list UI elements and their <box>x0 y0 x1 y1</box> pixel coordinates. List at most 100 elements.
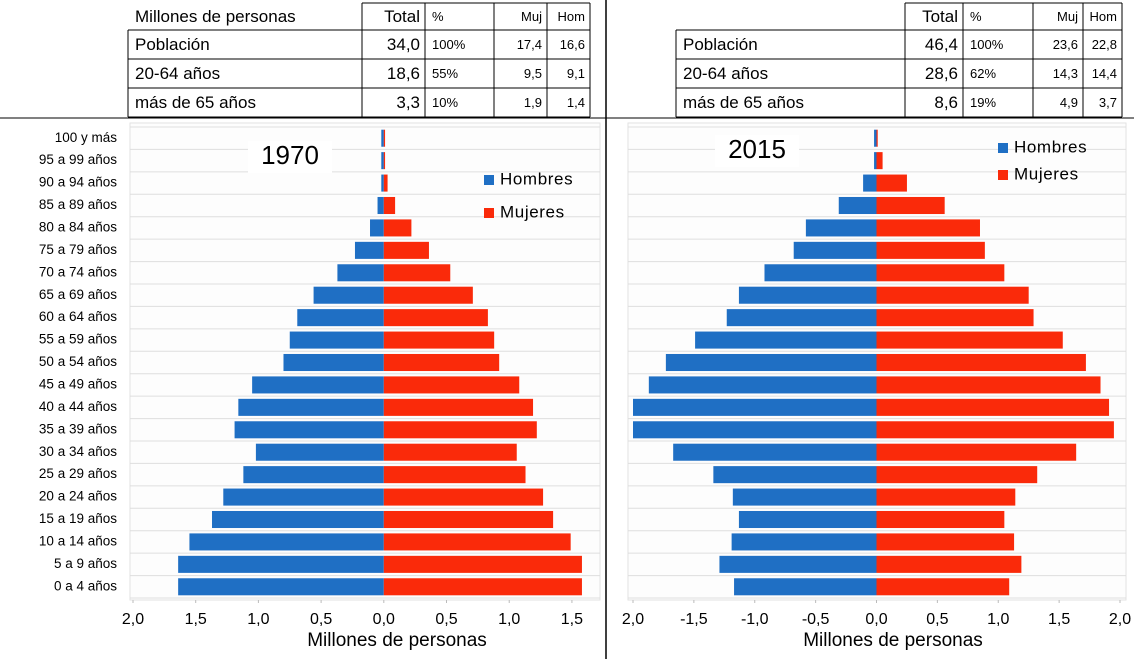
legend-swatch <box>998 170 1008 180</box>
bar <box>297 309 384 327</box>
bar <box>252 376 384 394</box>
y-tick-label: 10 a 14 años <box>39 533 117 548</box>
legend-swatch <box>484 208 494 218</box>
chart-title: 2015 <box>728 134 786 164</box>
y-tick-label: 65 a 69 años <box>39 287 117 302</box>
table-header: % <box>432 9 444 24</box>
bar <box>738 286 877 304</box>
bar <box>337 264 384 282</box>
table-cell: 34,0 <box>387 35 420 54</box>
table-cell: 18,6 <box>387 64 420 83</box>
table-cell: 1,4 <box>567 95 585 110</box>
table-cell: 14,3 <box>1053 66 1078 81</box>
bar <box>383 421 537 439</box>
bar <box>876 152 883 170</box>
bar <box>876 421 1114 439</box>
table-cell: Población <box>135 35 210 54</box>
bar <box>383 533 571 551</box>
bar <box>876 578 1010 596</box>
bar <box>876 331 1063 349</box>
bar <box>876 219 980 237</box>
table-cell: Población <box>683 35 758 54</box>
bar <box>383 510 554 529</box>
x-tick-label: 1,0 <box>247 611 269 628</box>
x-tick-label: 1,5 <box>185 611 207 628</box>
x-tick-label: 1,5 <box>1048 611 1070 628</box>
bar <box>838 196 877 215</box>
table-cell: 3,7 <box>1099 95 1117 110</box>
bar <box>648 376 877 394</box>
bar <box>383 443 517 461</box>
bar <box>633 421 877 439</box>
bar <box>383 286 473 304</box>
table-header: Total <box>922 7 958 26</box>
table-header: Muj <box>1057 9 1078 24</box>
table-cell: 100% <box>970 37 1004 52</box>
bar <box>876 376 1101 394</box>
x-tick-label: 1,0 <box>987 611 1009 628</box>
x-tick-label: 0,5 <box>310 611 332 628</box>
bar <box>383 174 388 192</box>
y-tick-label: 80 a 84 años <box>39 219 117 234</box>
y-tick-label: 100 y más <box>55 130 118 145</box>
bar <box>383 376 520 394</box>
y-tick-label: 55 a 59 años <box>39 332 117 347</box>
title-box <box>715 135 799 167</box>
bar <box>223 488 384 506</box>
bar <box>713 466 877 484</box>
bar <box>876 264 1005 282</box>
y-tick-label: 85 a 89 años <box>39 197 117 212</box>
bar <box>255 443 384 461</box>
title-box <box>248 141 332 173</box>
bar <box>732 488 877 506</box>
bar <box>383 488 544 506</box>
table-cell: 9,5 <box>524 66 542 81</box>
bar <box>313 286 384 304</box>
table-cell: 62% <box>970 66 996 81</box>
legend-swatch <box>998 143 1008 153</box>
bar <box>189 533 384 551</box>
legend-label: Mujeres <box>1014 164 1079 183</box>
x-tick-label: 2,0 <box>1109 611 1131 628</box>
bar <box>377 196 384 215</box>
y-tick-label: 25 a 29 años <box>39 466 117 481</box>
table-cell: 20-64 años <box>683 64 768 83</box>
x-tick-label: 1,0 <box>498 611 520 628</box>
bar <box>695 331 877 349</box>
bar <box>876 398 1110 416</box>
legend-swatch <box>484 175 494 185</box>
y-tick-label: 5 a 9 años <box>54 556 117 571</box>
x-tick-label: 2,0 <box>622 611 644 628</box>
y-tick-label: 70 a 74 años <box>39 264 117 279</box>
bar <box>876 241 985 259</box>
table-cell: 9,1 <box>567 66 585 81</box>
x-tick-label: -0,5 <box>802 611 830 628</box>
bar <box>383 264 451 282</box>
table-header: Hom <box>558 9 585 24</box>
table-header: Total <box>384 7 420 26</box>
bar <box>876 488 1016 506</box>
table-cell: 8,6 <box>934 93 958 112</box>
table-cell: 19% <box>970 95 996 110</box>
bar <box>876 533 1015 551</box>
y-tick-label: 40 a 44 años <box>39 399 117 414</box>
bar <box>383 331 495 349</box>
y-tick-label: 45 a 49 años <box>39 376 117 391</box>
bar <box>876 286 1029 304</box>
table-header: Millones de personas <box>135 7 296 26</box>
bar <box>874 129 877 147</box>
bar <box>734 578 877 596</box>
bar <box>370 219 384 237</box>
bar <box>726 309 877 327</box>
bar <box>863 174 877 192</box>
bar <box>876 555 1022 573</box>
table-cell: 20-64 años <box>135 64 220 83</box>
x-tick-label: 0,0 <box>865 611 887 628</box>
table-cell: 28,6 <box>925 64 958 83</box>
bar <box>793 241 877 259</box>
bar <box>289 331 384 349</box>
bar <box>178 555 384 573</box>
bar <box>665 353 877 372</box>
legend-label: Hombres <box>500 169 573 188</box>
